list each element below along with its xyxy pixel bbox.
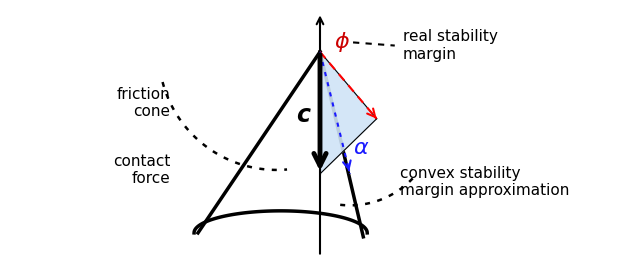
Text: friction
cone: friction cone bbox=[116, 87, 170, 119]
Text: c: c bbox=[296, 103, 310, 127]
Text: convex stability
margin approximation: convex stability margin approximation bbox=[400, 165, 570, 198]
Polygon shape bbox=[320, 52, 377, 174]
Text: contact
force: contact force bbox=[113, 154, 170, 186]
Text: ϕ: ϕ bbox=[335, 32, 349, 52]
Text: real stability
margin: real stability margin bbox=[403, 29, 497, 62]
Text: α: α bbox=[354, 138, 368, 158]
Polygon shape bbox=[194, 52, 367, 237]
